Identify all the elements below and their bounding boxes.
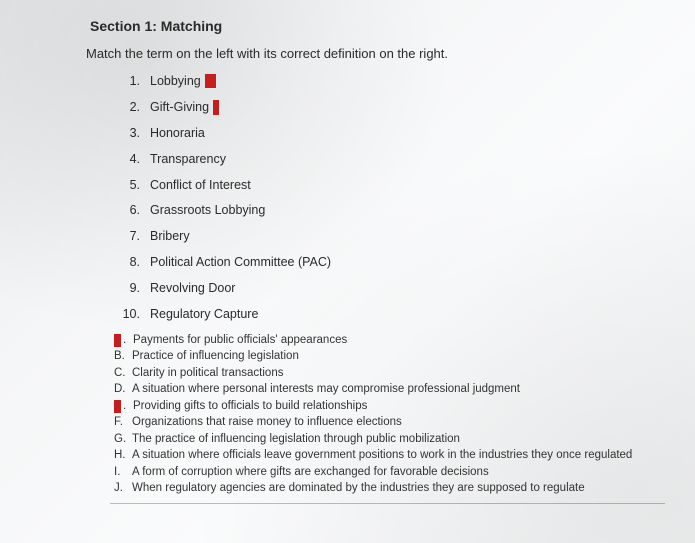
definition-item: F. Organizations that raise money to inf… xyxy=(114,415,655,431)
term-number: 9. xyxy=(118,280,140,297)
term-item: 5. Conflict of Interest xyxy=(118,177,655,194)
term-item: 7. Bribery xyxy=(118,228,655,245)
definition-item: . Payments for public officials' appeara… xyxy=(114,333,655,349)
definition-text: When regulatory agencies are dominated b… xyxy=(132,481,585,497)
definition-letter: . xyxy=(123,399,131,415)
term-number: 8. xyxy=(118,254,140,271)
term-item: 3. Honoraria xyxy=(118,125,655,142)
term-number: 4. xyxy=(118,151,140,168)
definition-text: Practice of influencing legislation xyxy=(132,349,299,365)
definition-item: C. Clarity in political transactions xyxy=(114,366,655,382)
term-number: 7. xyxy=(118,228,140,245)
section-title: Section 1: Matching xyxy=(90,18,655,34)
term-label: Bribery xyxy=(150,228,190,245)
term-label: Conflict of Interest xyxy=(150,177,251,194)
redaction-mark xyxy=(213,100,219,115)
term-item: 6. Grassroots Lobbying xyxy=(118,202,655,219)
term-label: Lobbying xyxy=(150,73,201,90)
term-number: 6. xyxy=(118,202,140,219)
definition-letter: H. xyxy=(114,448,130,464)
definition-item: B. Practice of influencing legislation xyxy=(114,349,655,365)
definition-item: I. A form of corruption where gifts are … xyxy=(114,465,655,481)
section-instruction: Match the term on the left with its corr… xyxy=(86,46,655,61)
definition-text: A form of corruption where gifts are exc… xyxy=(132,465,489,481)
definition-text: Organizations that raise money to influe… xyxy=(132,415,402,431)
redaction-mark xyxy=(205,74,216,88)
term-item: 10. Regulatory Capture xyxy=(118,306,655,323)
term-label: Grassroots Lobbying xyxy=(150,202,265,219)
definition-letter: G. xyxy=(114,432,130,448)
definition-letter: F. xyxy=(114,415,130,431)
term-item: 1. Lobbying xyxy=(118,73,655,90)
definition-text: Clarity in political transactions xyxy=(132,366,283,382)
term-label: Political Action Committee (PAC) xyxy=(150,254,331,271)
term-item: 4. Transparency xyxy=(118,151,655,168)
divider xyxy=(110,503,665,504)
definition-letter: I. xyxy=(114,465,130,481)
definition-item: H. A situation where officials leave gov… xyxy=(114,448,655,464)
term-number: 3. xyxy=(118,125,140,142)
term-item: 2. Gift-Giving xyxy=(118,99,655,116)
definition-letter: B. xyxy=(114,349,130,365)
definition-text: Providing gifts to officials to build re… xyxy=(133,399,367,415)
definition-letter: J. xyxy=(114,481,130,497)
definition-item: G. The practice of influencing legislati… xyxy=(114,432,655,448)
term-label: Honoraria xyxy=(150,125,205,142)
term-number: 5. xyxy=(118,177,140,194)
definition-letter: C. xyxy=(114,366,130,382)
term-label: Gift-Giving xyxy=(150,99,209,116)
definition-letter: . xyxy=(123,333,131,349)
term-item: 8. Political Action Committee (PAC) xyxy=(118,254,655,271)
definition-text: A situation where officials leave govern… xyxy=(132,448,632,464)
term-number: 2. xyxy=(118,99,140,116)
definition-item: D. A situation where personal interests … xyxy=(114,382,655,398)
redaction-mark xyxy=(114,400,121,413)
definition-letter: D. xyxy=(114,382,130,398)
redaction-mark xyxy=(114,334,121,347)
term-item: 9. Revolving Door xyxy=(118,280,655,297)
definition-item: J. When regulatory agencies are dominate… xyxy=(114,481,655,497)
terms-list: 1. Lobbying 2. Gift-Giving 3. Honoraria 4. Tran… xyxy=(118,73,655,323)
definitions-list: . Payments for public officials' appeara… xyxy=(114,333,655,497)
definition-item: . Providing gifts to officials to build … xyxy=(114,399,655,415)
definition-text: Payments for public officials' appearanc… xyxy=(133,333,347,349)
definition-text: A situation where personal interests may… xyxy=(132,382,520,398)
term-label: Regulatory Capture xyxy=(150,306,258,323)
term-label: Revolving Door xyxy=(150,280,235,297)
term-label: Transparency xyxy=(150,151,226,168)
definition-text: The practice of influencing legislation … xyxy=(132,432,460,448)
term-number: 10. xyxy=(118,306,140,323)
term-number: 1. xyxy=(118,73,140,90)
